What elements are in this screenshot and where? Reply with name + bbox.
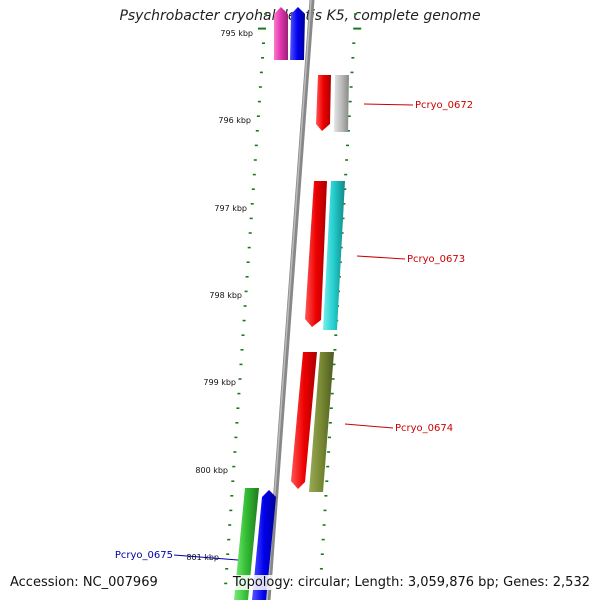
leader-0674: [344, 423, 394, 429]
axis-labels: 795 kbp 796 kbp 797 kbp 798 kbp 799 kbp …: [186, 29, 253, 562]
topology-text: Topology: circular; Length: 3,059,876 bp…: [230, 575, 592, 590]
leader-0673: [356, 255, 406, 260]
leader-0672: [363, 103, 414, 106]
cds-0673-red[interactable]: [305, 181, 327, 327]
gene-0672[interactable]: [334, 75, 349, 132]
axis-label: 799 kbp: [203, 378, 236, 387]
gene-feature-blue-bottom[interactable]: [252, 490, 276, 600]
axis-label: 800 kbp: [195, 466, 228, 475]
gene-label-0675[interactable]: Pcryo_0675: [115, 550, 173, 561]
gene-feature-magenta[interactable]: [274, 7, 288, 60]
axis-label: 796 kbp: [218, 116, 251, 125]
axis-label: 797 kbp: [214, 204, 247, 213]
label-leaders: [173, 103, 414, 561]
gene-0675[interactable]: [234, 488, 259, 600]
gene-0674[interactable]: [309, 352, 334, 492]
leader-0675: [173, 554, 239, 561]
genome-backbone: [265, 0, 315, 600]
gene-feature-blue-top[interactable]: [290, 7, 305, 60]
axis-label: 795 kbp: [220, 29, 253, 38]
gene-label-0672[interactable]: Pcryo_0672: [415, 100, 473, 111]
cds-0672-red[interactable]: [316, 75, 331, 131]
gene-label-0673[interactable]: Pcryo_0673: [407, 254, 465, 265]
cds-0674-red[interactable]: [291, 352, 317, 489]
accession-text: Accession: NC_007969: [8, 575, 160, 590]
axis-label: 798 kbp: [209, 291, 242, 300]
gene-label-0674[interactable]: Pcryo_0674: [395, 423, 453, 434]
gene-0673[interactable]: [323, 181, 345, 330]
scale-ticks-left: [224, 13, 267, 585]
